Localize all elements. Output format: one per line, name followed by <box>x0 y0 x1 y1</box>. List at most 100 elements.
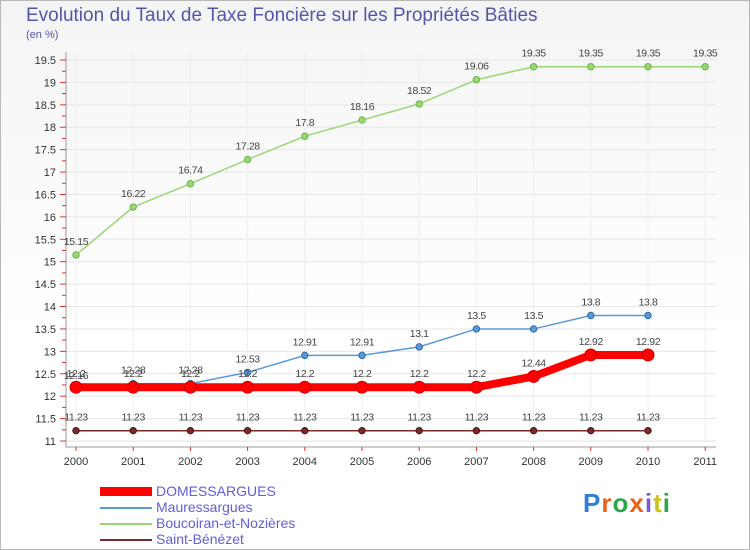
data-point <box>472 76 481 84</box>
legend-swatch-boucoiran <box>100 523 152 525</box>
data-label: 12.28 <box>121 365 146 377</box>
data-label: 11.23 <box>579 412 603 424</box>
y-unit-label: (en %) <box>26 29 59 41</box>
data-label: 12.92 <box>579 336 604 348</box>
y-tick-label: 13.5 <box>35 324 56 336</box>
data-label: 12.2 <box>238 368 257 380</box>
y-tick-label: 19.5 <box>35 55 56 67</box>
data-label: 11.23 <box>407 412 431 424</box>
data-label: 12.2 <box>353 368 372 380</box>
series-layer <box>69 63 709 435</box>
data-label: 13.1 <box>410 328 429 340</box>
data-label: 12.16 <box>64 370 89 382</box>
x-tick-label: 2001 <box>121 456 145 468</box>
data-label: 11.23 <box>350 412 374 424</box>
data-label: 12.91 <box>350 336 375 348</box>
data-label: 18.52 <box>407 85 432 97</box>
data-label: 11.23 <box>64 412 88 424</box>
data-label: 11.23 <box>179 412 203 424</box>
data-point <box>241 380 255 394</box>
y-tick-label: 15 <box>44 257 56 269</box>
data-point <box>529 63 538 71</box>
data-point <box>355 380 369 394</box>
data-label: 12.91 <box>293 336 318 348</box>
x-tick-label: 2007 <box>464 456 488 468</box>
data-label: 19.35 <box>693 48 718 60</box>
y-tick-label: 11 <box>45 436 56 448</box>
data-label: 19.06 <box>464 61 489 73</box>
data-point <box>243 426 252 435</box>
x-tick-label: 2006 <box>407 456 431 468</box>
data-label: 15.15 <box>64 236 89 248</box>
data-label: 11.23 <box>636 412 660 424</box>
legend-label-boucoiran: Boucoiran-et-Nozières <box>156 515 296 531</box>
legend-swatch-domessargues <box>100 487 152 496</box>
series-line-boucoiran-et-nozi-res <box>75 65 706 256</box>
data-label: 13.5 <box>524 310 543 322</box>
data-label: 11.23 <box>236 412 260 424</box>
x-tick-label: 2010 <box>636 456 660 468</box>
data-point <box>129 426 137 435</box>
logo-letter: o <box>612 488 630 518</box>
x-tick-label: 2004 <box>293 456 317 468</box>
data-point <box>72 426 80 435</box>
data-point <box>126 380 140 394</box>
logo-letter: r <box>601 488 613 518</box>
logo-letter: t <box>653 488 663 518</box>
data-point <box>701 63 709 71</box>
data-label: 12.44 <box>521 357 546 369</box>
data-label: 13.8 <box>581 296 600 308</box>
x-tick-label: 2005 <box>350 456 374 468</box>
data-point <box>587 63 595 71</box>
data-point <box>529 325 538 333</box>
data-point <box>584 348 598 362</box>
y-tick-label: 16 <box>44 212 56 224</box>
axis-layer: 11 11.5 12 12.5 13 13.5 14 14.5 15 15.5 16 16.5 17 17… <box>35 52 717 468</box>
y-tick-label: 12 <box>44 391 56 403</box>
data-label: 12.2 <box>467 368 486 380</box>
data-point <box>358 351 366 360</box>
data-label: 11.23 <box>293 412 317 424</box>
data-label: 12.2 <box>410 368 429 380</box>
y-tick-label: 17.5 <box>35 145 56 157</box>
data-point <box>186 426 195 435</box>
data-point <box>644 311 652 320</box>
x-tick-label: 2011 <box>693 456 717 468</box>
data-label: 19.35 <box>636 48 661 60</box>
data-point <box>415 426 423 435</box>
data-label: 12.2 <box>124 368 143 380</box>
chart-title: Evolution du Taux de Taxe Foncière sur l… <box>26 5 538 26</box>
data-label: 17.8 <box>295 117 314 129</box>
data-label: 19.35 <box>579 48 604 60</box>
data-point <box>129 203 137 211</box>
y-tick-label: 14 <box>44 302 56 314</box>
data-point <box>358 426 366 435</box>
data-label: 17.28 <box>235 141 260 153</box>
legend-label-mauressargues: Mauressargues <box>156 499 253 515</box>
data-point <box>472 426 481 435</box>
x-tick-label: 2002 <box>178 456 202 468</box>
data-point <box>587 311 595 320</box>
data-point <box>301 351 309 360</box>
data-label: 11.23 <box>465 412 489 424</box>
y-tick-label: 12.5 <box>35 369 56 381</box>
y-tick-label: 18.5 <box>35 100 56 112</box>
data-point <box>415 100 423 108</box>
y-tick-label: 11.5 <box>35 414 56 426</box>
y-tick-label: 17 <box>44 167 56 179</box>
data-label: 13.5 <box>467 310 486 322</box>
data-point <box>587 426 595 435</box>
data-label: 16.74 <box>178 165 203 177</box>
data-label: 13.8 <box>639 296 658 308</box>
y-tick-label: 18 <box>44 122 56 134</box>
data-point <box>183 380 197 394</box>
data-point <box>72 251 80 259</box>
data-point <box>243 155 252 164</box>
data-label: 12.53 <box>235 353 260 365</box>
data-label: 12.2 <box>295 368 314 380</box>
data-point <box>358 116 366 124</box>
y-tick-label: 13 <box>44 346 56 358</box>
data-label: 11.23 <box>121 412 145 424</box>
